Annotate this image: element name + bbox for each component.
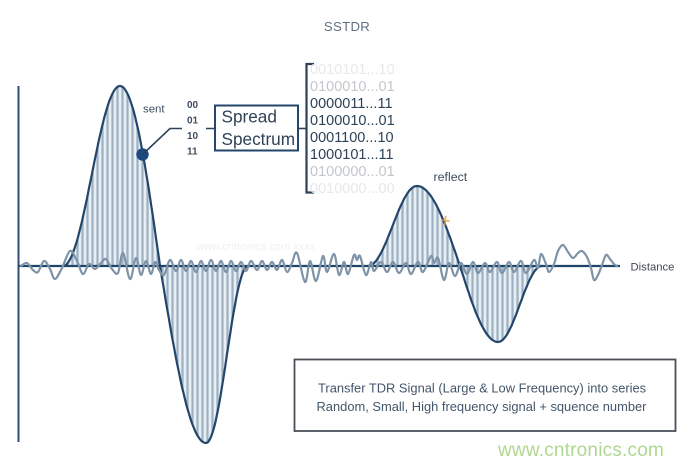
svg-text:1000101...11: 1000101...11: [310, 147, 394, 163]
svg-text:www.cntronics.com xxxx: www.cntronics.com xxxx: [195, 241, 316, 253]
svg-text:Spread: Spread: [222, 107, 277, 127]
svg-text:0000011...11: 0000011...11: [310, 96, 393, 112]
svg-text:0010000...00: 0010000...00: [310, 181, 395, 197]
svg-text:01: 01: [187, 116, 199, 127]
svg-text:www.cntronics.com: www.cntronics.com: [497, 440, 664, 461]
svg-text:0100000...01: 0100000...01: [310, 164, 395, 180]
svg-text:00: 00: [187, 100, 199, 111]
svg-text:Random, Small, High frequency: Random, Small, High frequency signal + s…: [317, 399, 648, 414]
svg-text:0010101...10: 0010101...10: [310, 62, 395, 78]
svg-text:11: 11: [187, 147, 198, 158]
svg-text:Transfer TDR Signal (Large & L: Transfer TDR Signal (Large & Low Frequen…: [318, 381, 646, 396]
svg-text:Distance: Distance: [631, 262, 675, 274]
svg-text:SSTDR: SSTDR: [324, 19, 370, 34]
svg-text:10: 10: [187, 131, 199, 142]
svg-text:0100010...01: 0100010...01: [310, 113, 395, 129]
svg-text:0100010...01: 0100010...01: [310, 79, 395, 95]
svg-text:sent: sent: [143, 104, 165, 116]
svg-text:reflect: reflect: [434, 170, 468, 184]
svg-text:Spectrum: Spectrum: [222, 129, 296, 149]
svg-text:0001100...10: 0001100...10: [310, 130, 394, 146]
